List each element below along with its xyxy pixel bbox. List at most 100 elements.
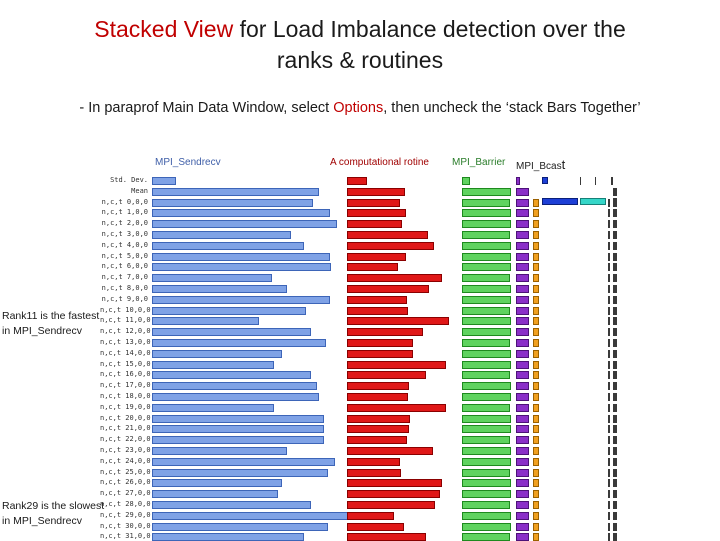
sendrecv-bar[interactable]: [152, 512, 349, 520]
minor-routine-bar[interactable]: [533, 501, 539, 509]
minor-routine-bar[interactable]: [533, 512, 539, 520]
computational-bar[interactable]: [347, 328, 423, 336]
computational-bar[interactable]: [347, 512, 395, 520]
barrier-bar[interactable]: [462, 512, 511, 520]
barrier-bar[interactable]: [462, 447, 511, 455]
computational-bar[interactable]: [347, 231, 429, 239]
barrier-bar[interactable]: [462, 285, 511, 293]
computational-bar[interactable]: [347, 458, 401, 466]
bcast-bar[interactable]: [516, 490, 530, 498]
computational-bar[interactable]: [347, 242, 434, 250]
minor-routine-tick[interactable]: [608, 307, 610, 315]
sendrecv-bar[interactable]: [152, 328, 312, 336]
minor-routine-bar[interactable]: [533, 371, 539, 379]
bcast-bar[interactable]: [516, 209, 530, 217]
bcast-bar[interactable]: [516, 501, 530, 509]
computational-bar[interactable]: [347, 393, 409, 401]
computational-bar[interactable]: [347, 220, 403, 228]
minor-routine-tick[interactable]: [613, 339, 617, 347]
minor-routine-bar[interactable]: [533, 231, 539, 239]
computational-bar[interactable]: [347, 188, 405, 196]
computational-bar[interactable]: [347, 523, 404, 531]
bcast-bar[interactable]: [516, 458, 530, 466]
bcast-bar[interactable]: [516, 231, 530, 239]
minor-routine-tick[interactable]: [613, 415, 617, 423]
minor-routine-tick[interactable]: [608, 425, 610, 433]
computational-bar[interactable]: [347, 209, 406, 217]
computational-bar[interactable]: [347, 296, 407, 304]
minor-routine-tick[interactable]: [608, 533, 610, 541]
computational-bar[interactable]: [347, 447, 433, 455]
bcast-bar[interactable]: [516, 436, 530, 444]
sendrecv-bar[interactable]: [152, 317, 260, 325]
bcast-bar[interactable]: [516, 274, 530, 282]
minor-routine-tick[interactable]: [613, 350, 617, 358]
bcast-bar[interactable]: [516, 242, 530, 250]
barrier-bar[interactable]: [462, 242, 511, 250]
sendrecv-bar[interactable]: [152, 209, 330, 217]
computational-bar[interactable]: [347, 317, 449, 325]
minor-routine-tick[interactable]: [613, 404, 617, 412]
barrier-bar[interactable]: [462, 415, 511, 423]
sendrecv-bar[interactable]: [152, 177, 177, 185]
sendrecv-bar[interactable]: [152, 523, 328, 531]
barrier-bar[interactable]: [462, 382, 511, 390]
minor-routine-bar[interactable]: [580, 198, 606, 205]
barrier-bar[interactable]: [462, 404, 510, 412]
barrier-bar[interactable]: [462, 231, 510, 239]
bcast-bar[interactable]: [516, 361, 530, 369]
minor-routine-bar[interactable]: [533, 328, 539, 336]
sendrecv-bar[interactable]: [152, 350, 282, 358]
minor-routine-tick[interactable]: [611, 177, 613, 185]
barrier-bar[interactable]: [462, 371, 510, 379]
sendrecv-bar[interactable]: [152, 490, 278, 498]
minor-routine-tick[interactable]: [608, 285, 610, 293]
minor-routine-tick[interactable]: [613, 307, 617, 315]
sendrecv-bar[interactable]: [152, 339, 326, 347]
minor-routine-tick[interactable]: [608, 458, 610, 466]
sendrecv-bar[interactable]: [152, 242, 304, 250]
minor-routine-tick[interactable]: [613, 361, 617, 369]
computational-bar[interactable]: [347, 436, 407, 444]
computational-bar[interactable]: [347, 307, 409, 315]
barrier-bar[interactable]: [462, 350, 511, 358]
minor-routine-tick[interactable]: [613, 296, 617, 304]
minor-routine-bar[interactable]: [533, 479, 539, 487]
minor-routine-bar[interactable]: [533, 253, 539, 261]
minor-routine-bar[interactable]: [533, 242, 539, 250]
bcast-bar[interactable]: [516, 350, 530, 358]
computational-bar[interactable]: [347, 469, 402, 477]
sendrecv-bar[interactable]: [152, 296, 330, 304]
minor-routine-tick[interactable]: [613, 231, 617, 239]
bcast-bar[interactable]: [516, 188, 529, 196]
barrier-bar[interactable]: [462, 361, 511, 369]
minor-routine-tick[interactable]: [613, 479, 617, 487]
minor-routine-bar[interactable]: [533, 209, 539, 217]
barrier-bar[interactable]: [462, 469, 510, 477]
sendrecv-bar[interactable]: [152, 361, 275, 369]
minor-routine-bar[interactable]: [542, 177, 548, 184]
barrier-bar[interactable]: [462, 296, 511, 304]
minor-routine-tick[interactable]: [613, 512, 617, 520]
minor-routine-tick[interactable]: [608, 253, 610, 261]
minor-routine-tick[interactable]: [613, 274, 617, 282]
minor-routine-tick[interactable]: [613, 447, 617, 455]
barrier-bar[interactable]: [462, 199, 510, 207]
minor-routine-tick[interactable]: [595, 177, 596, 185]
minor-routine-tick[interactable]: [608, 199, 610, 207]
minor-routine-tick[interactable]: [613, 263, 617, 271]
barrier-bar[interactable]: [462, 328, 511, 336]
barrier-bar[interactable]: [462, 436, 510, 444]
bcast-bar[interactable]: [516, 339, 530, 347]
minor-routine-tick[interactable]: [613, 220, 617, 228]
barrier-bar[interactable]: [462, 479, 511, 487]
minor-routine-tick[interactable]: [613, 317, 617, 325]
bcast-bar[interactable]: [516, 296, 530, 304]
computational-bar[interactable]: [347, 253, 406, 261]
minor-routine-tick[interactable]: [608, 242, 610, 250]
minor-routine-bar[interactable]: [533, 263, 539, 271]
minor-routine-bar[interactable]: [533, 490, 539, 498]
minor-routine-tick[interactable]: [613, 285, 617, 293]
minor-routine-bar[interactable]: [533, 469, 539, 477]
computational-bar[interactable]: [347, 371, 427, 379]
